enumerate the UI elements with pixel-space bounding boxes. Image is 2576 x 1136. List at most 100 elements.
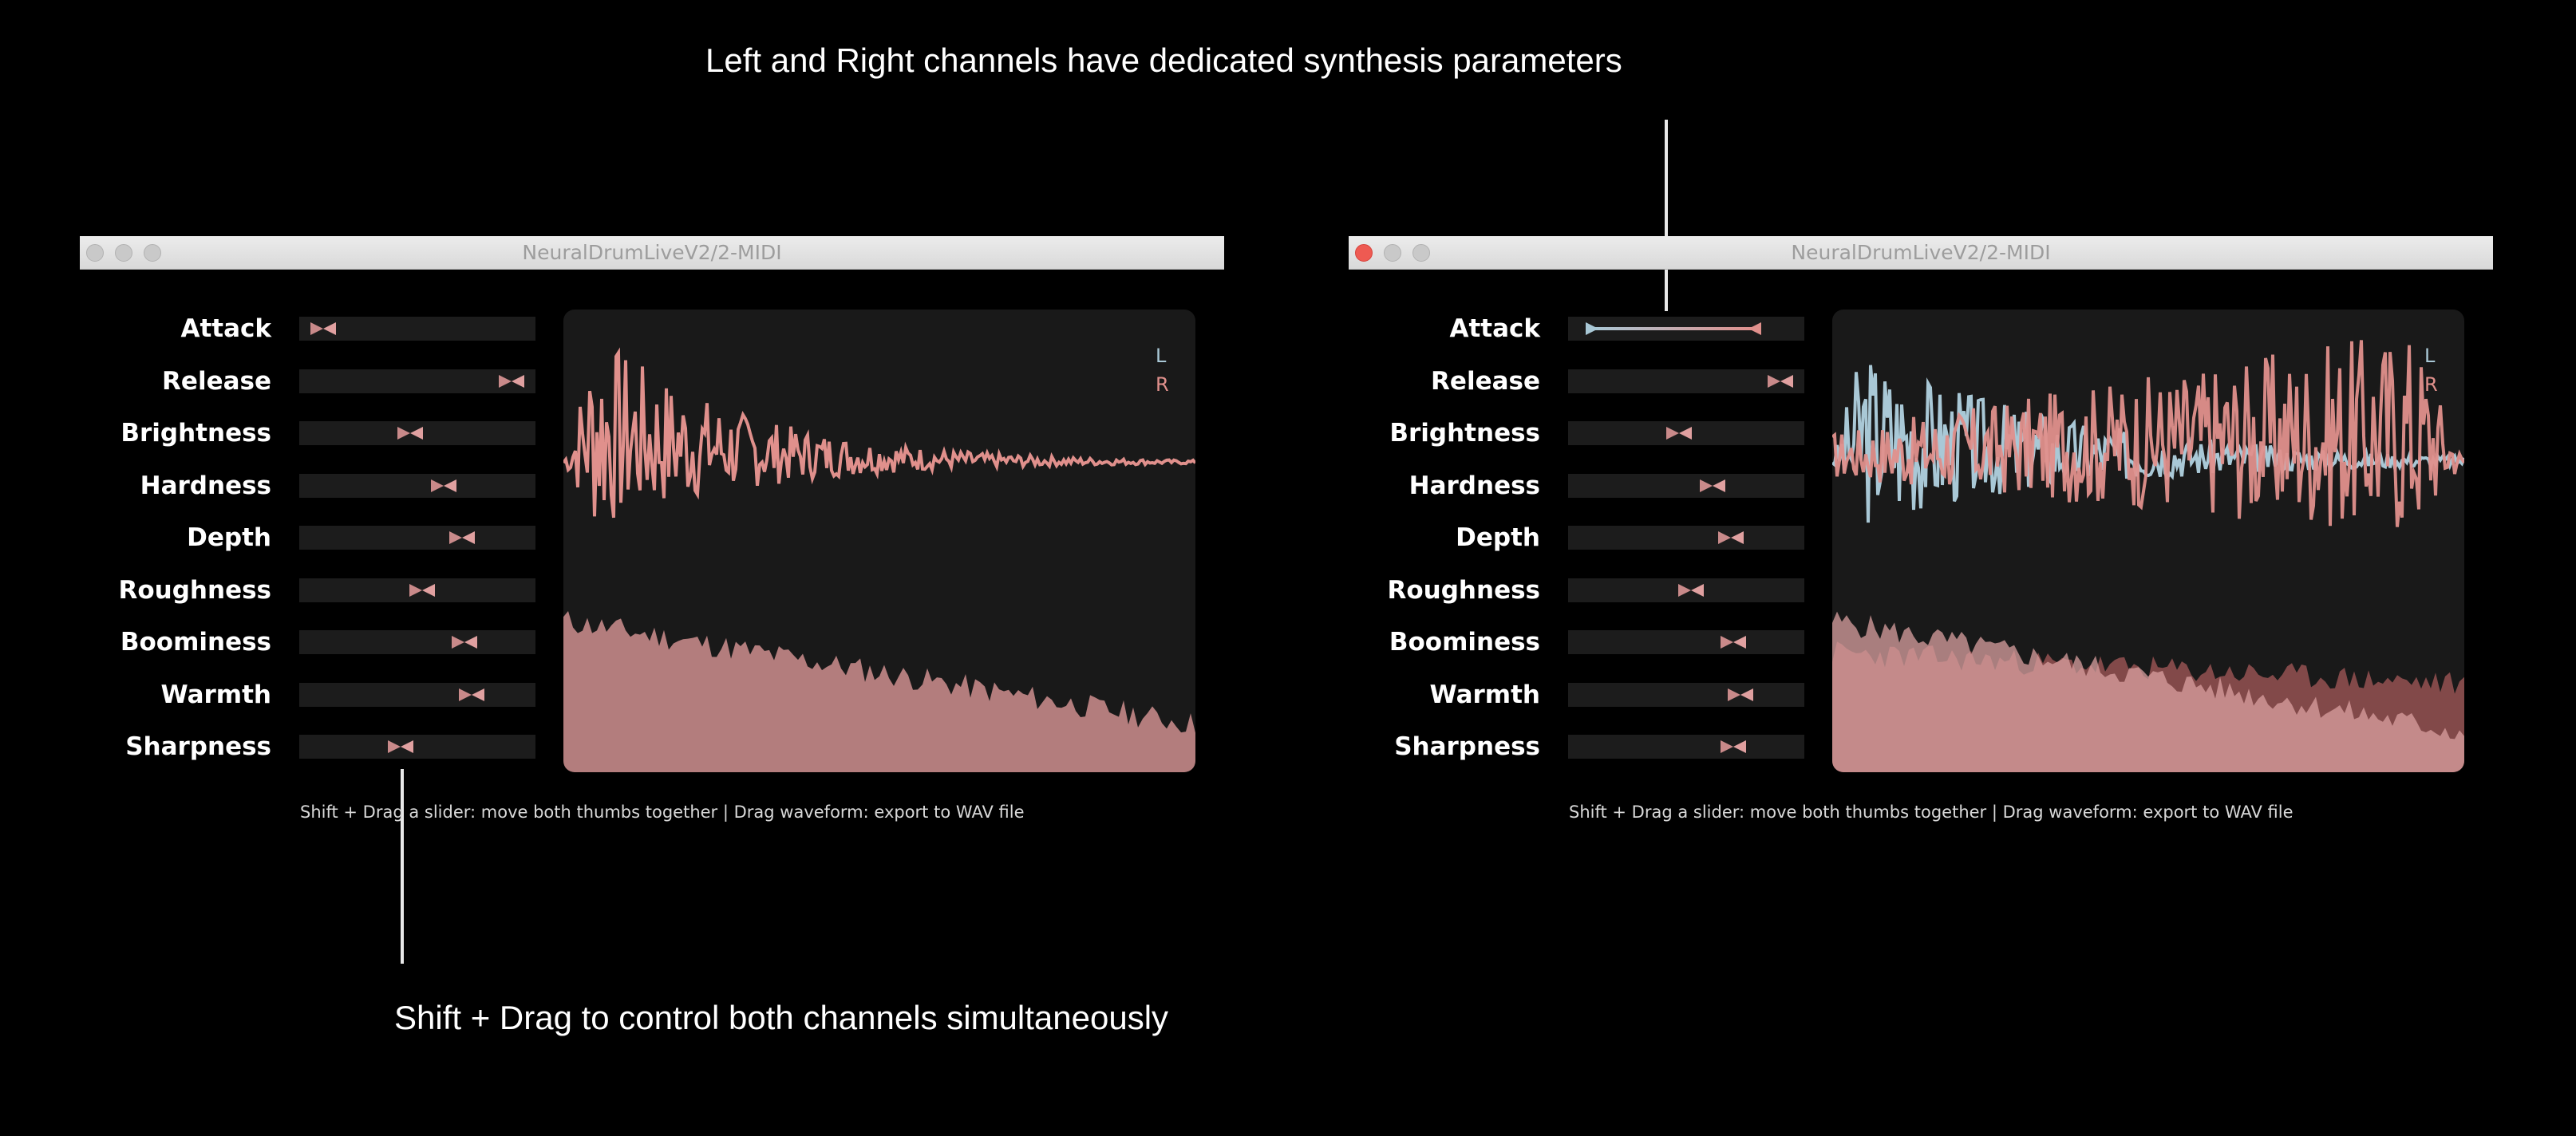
- slider-thumb-left[interactable]: [1718, 531, 1732, 544]
- zoom-button[interactable]: [144, 244, 161, 262]
- param-label-hardness: Hardness: [140, 471, 271, 500]
- slider-attack[interactable]: [299, 317, 535, 341]
- param-label-brightness: Brightness: [121, 419, 271, 448]
- usage-hint: Shift + Drag a slider: move both thumbs …: [1569, 803, 2294, 822]
- slider-thumb-left[interactable]: [1728, 688, 1741, 701]
- slider-thumb-left[interactable]: [409, 583, 422, 597]
- legend-right-label: R: [2424, 373, 2438, 396]
- close-button[interactable]: [1355, 244, 1373, 262]
- slider-sharpness[interactable]: [299, 735, 535, 759]
- slider-release[interactable]: [1568, 369, 1804, 393]
- slider-thumb-right[interactable]: [1731, 531, 1744, 544]
- usage-hint: Shift + Drag a slider: move both thumbs …: [300, 803, 1025, 822]
- slider-boominess[interactable]: [299, 630, 535, 654]
- slider-thumb-right[interactable]: [1712, 479, 1725, 492]
- minimize-button[interactable]: [115, 244, 132, 262]
- param-label-release: Release: [162, 366, 271, 396]
- slider-thumb-left[interactable]: [499, 374, 512, 388]
- caption-top: Left and Right channels have dedicated s…: [705, 41, 1622, 79]
- legend-left-label: L: [2424, 345, 2436, 367]
- slider-thumb-right[interactable]: [1733, 740, 1747, 753]
- slider-thumb-left[interactable]: [449, 531, 463, 544]
- window-titlebar[interactable]: NeuralDrumLiveV2/2-MIDI: [80, 236, 1224, 270]
- slider-thumb-right[interactable]: [464, 636, 478, 649]
- slider-depth[interactable]: [299, 526, 535, 550]
- param-label-warmth: Warmth: [1429, 680, 1541, 709]
- slider-thumb-left[interactable]: [388, 740, 401, 753]
- close-button[interactable]: [86, 244, 104, 262]
- param-label-hardness: Hardness: [1409, 471, 1540, 500]
- slider-brightness[interactable]: [1568, 421, 1804, 445]
- callout-line-top: [1665, 120, 1668, 311]
- param-label-boominess: Boominess: [1389, 628, 1540, 657]
- slider-thumb-right[interactable]: [1780, 374, 1794, 388]
- slider-thumb-right[interactable]: [1733, 636, 1747, 649]
- slider-thumb-left[interactable]: [1666, 427, 1680, 440]
- zoom-button[interactable]: [1412, 244, 1430, 262]
- waveform-trace: [1832, 365, 2464, 523]
- slider-brightness[interactable]: [299, 421, 535, 445]
- waveform-graph: [563, 347, 1195, 772]
- spectrum-area: [563, 611, 1195, 772]
- slider-thumb-left[interactable]: [459, 688, 472, 701]
- slider-hardness[interactable]: [1568, 473, 1804, 498]
- slider-sharpness[interactable]: [1568, 735, 1804, 759]
- slider-thumb-left[interactable]: [1677, 583, 1691, 597]
- legend-left-label: L: [1156, 345, 1167, 367]
- waveform-trace: [1832, 340, 2464, 527]
- slider-depth[interactable]: [1568, 526, 1804, 550]
- slider-thumb-right[interactable]: [401, 740, 414, 753]
- slider-thumb-left[interactable]: [397, 427, 411, 440]
- param-label-roughness: Roughness: [118, 575, 272, 605]
- param-label-release: Release: [1431, 366, 1540, 396]
- window-title: NeuralDrumLiveV2/2-MIDI: [1791, 241, 2051, 264]
- slider-thumb-right[interactable]: [472, 688, 485, 701]
- param-label-attack: Attack: [1449, 314, 1540, 343]
- window-title: NeuralDrumLiveV2/2-MIDI: [522, 241, 782, 264]
- slider-thumb-right[interactable]: [462, 531, 476, 544]
- slider-thumb-right[interactable]: [1740, 688, 1754, 701]
- param-label-depth: Depth: [1456, 523, 1540, 552]
- slider-release[interactable]: [299, 369, 535, 393]
- slider-thumb-right[interactable]: [410, 427, 424, 440]
- slider-roughness[interactable]: [299, 578, 535, 602]
- waveform-graph: [1832, 340, 2464, 772]
- caption-bottom: Shift + Drag to control both channels si…: [394, 999, 1169, 1036]
- plugin-window-left: NeuralDrumLiveV2/2-MIDI Attack Release Bri…: [80, 236, 1224, 866]
- slider-thumb-left[interactable]: [1721, 636, 1734, 649]
- slider-thumb-left[interactable]: [1585, 322, 1598, 335]
- slider-thumb-left[interactable]: [1721, 740, 1734, 753]
- slider-thumb-left[interactable]: [452, 636, 465, 649]
- slider-warmth[interactable]: [1568, 682, 1804, 707]
- param-label-attack: Attack: [180, 314, 271, 343]
- slider-thumb-right[interactable]: [1690, 583, 1704, 597]
- callout-line-bottom: [401, 769, 404, 964]
- slider-attack[interactable]: [1568, 317, 1804, 341]
- slider-hardness[interactable]: [299, 473, 535, 498]
- slider-thumb-right[interactable]: [443, 479, 456, 492]
- slider-thumb-left[interactable]: [1768, 374, 1781, 388]
- window-titlebar[interactable]: NeuralDrumLiveV2/2-MIDI: [1349, 236, 2493, 270]
- slider-warmth[interactable]: [299, 682, 535, 707]
- slider-thumb-right[interactable]: [1748, 322, 1761, 335]
- slider-thumb-right[interactable]: [512, 374, 525, 388]
- slider-thumb-right[interactable]: [322, 322, 336, 335]
- slider-boominess[interactable]: [1568, 630, 1804, 654]
- param-label-sharpness: Sharpness: [125, 732, 271, 761]
- spectrum-area: [1832, 611, 2464, 772]
- slider-thumb-left[interactable]: [430, 479, 444, 492]
- slider-thumb-left[interactable]: [1699, 479, 1713, 492]
- slider-range-line: [1591, 327, 1755, 330]
- param-label-roughness: Roughness: [1387, 575, 1541, 605]
- param-label-depth: Depth: [187, 523, 271, 552]
- waveform-display[interactable]: L R: [563, 310, 1195, 772]
- minimize-button[interactable]: [1384, 244, 1401, 262]
- param-label-brightness: Brightness: [1389, 419, 1540, 448]
- slider-thumb-right[interactable]: [1679, 427, 1693, 440]
- waveform-display[interactable]: L R: [1832, 310, 2464, 772]
- waveform-trace: [563, 347, 1195, 519]
- slider-thumb-left[interactable]: [310, 322, 323, 335]
- legend-right-label: R: [1156, 373, 1169, 396]
- slider-thumb-right[interactable]: [421, 583, 435, 597]
- slider-roughness[interactable]: [1568, 578, 1804, 602]
